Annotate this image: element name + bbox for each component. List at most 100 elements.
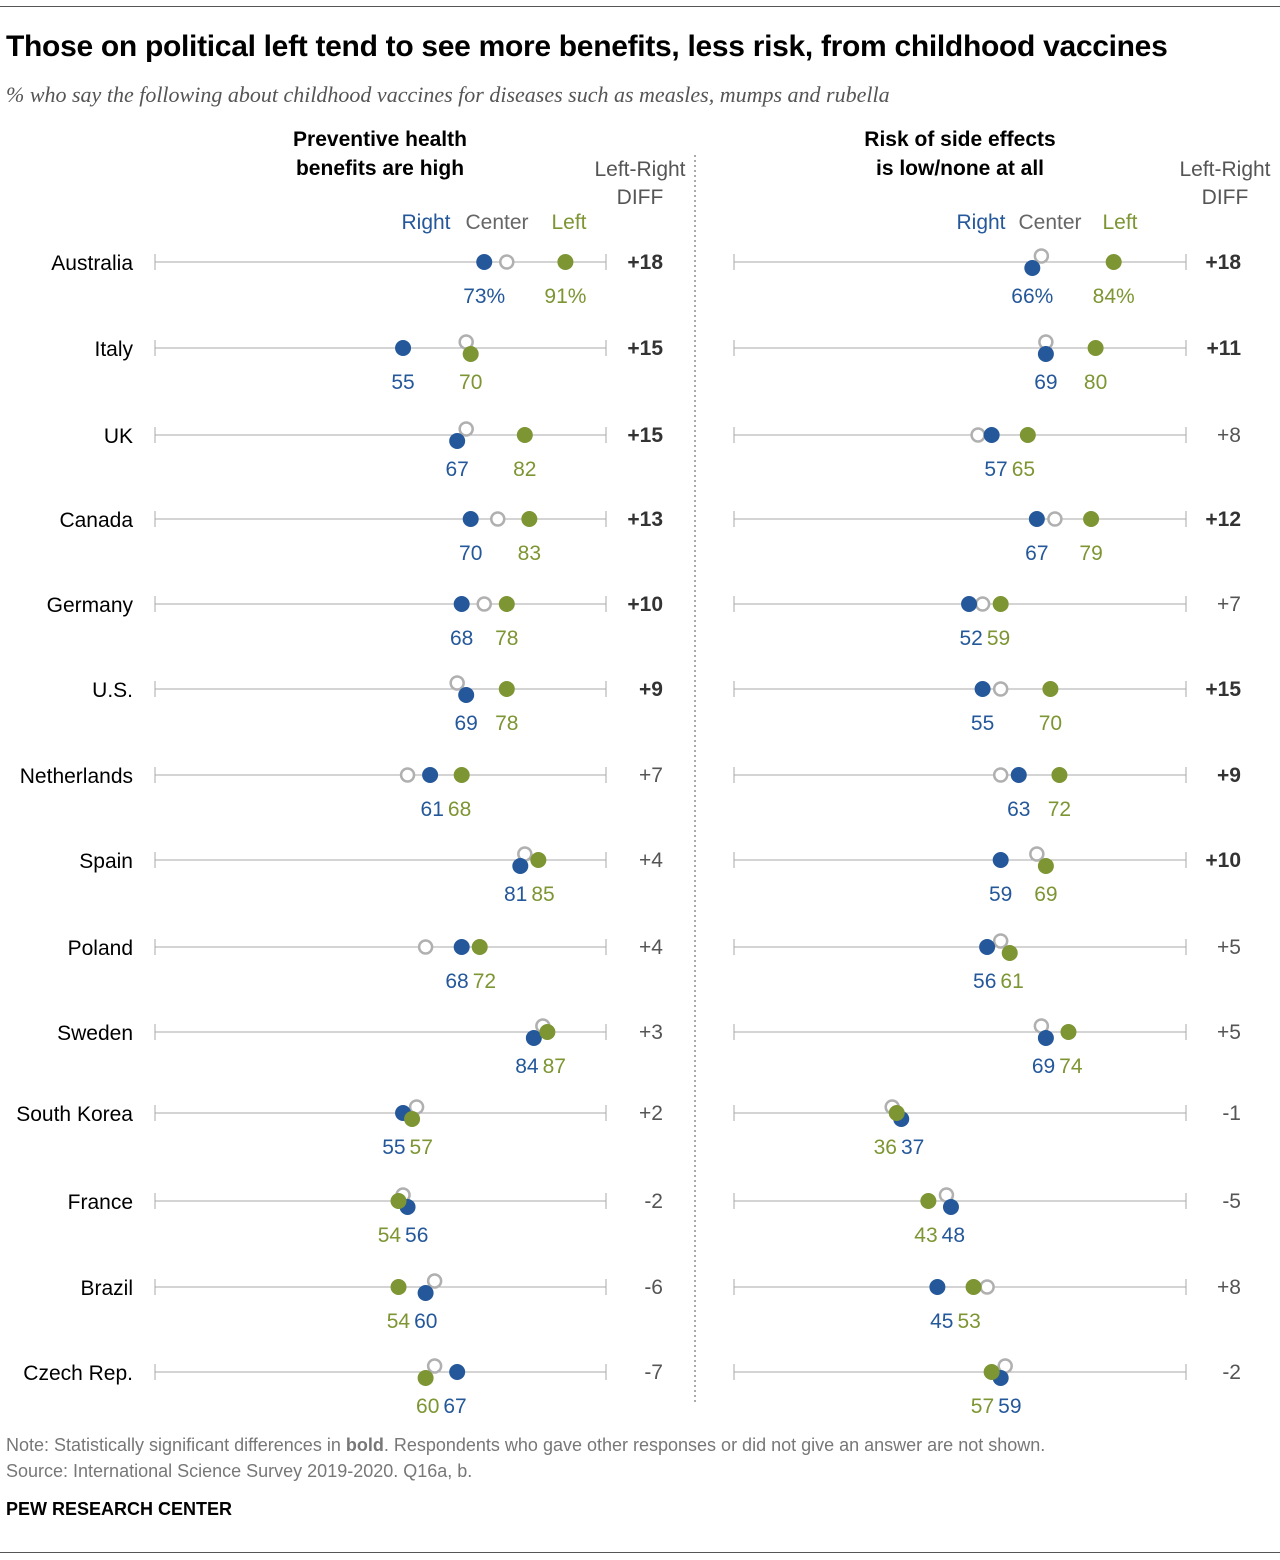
value-label-right: 61	[421, 798, 444, 821]
value-label-right: 59	[998, 1395, 1021, 1418]
dot-center	[499, 254, 515, 270]
dot-left	[1037, 858, 1054, 874]
dot-center	[1029, 846, 1045, 862]
value-label-left: 70	[459, 371, 482, 394]
value-label-left: 36	[874, 1136, 897, 1159]
country-label: France	[68, 1191, 133, 1214]
diff-value: +18	[1205, 251, 1241, 274]
source: Source: International Science Survey 201…	[6, 1461, 473, 1481]
dot-left	[983, 1364, 1000, 1380]
value-label-left: 91%	[544, 285, 586, 308]
diff-value: +15	[627, 424, 663, 447]
legend-right: Right	[401, 211, 450, 234]
diff-value: -2	[644, 1190, 663, 1213]
value-label-right: 69	[1032, 1055, 1055, 1078]
value-label-right: 55	[391, 371, 414, 394]
diff-value: +2	[639, 1102, 663, 1125]
value-label-left: 54	[378, 1224, 402, 1247]
dot-left	[417, 1370, 434, 1386]
dot-center	[490, 511, 506, 527]
dot-center	[458, 421, 474, 437]
dot-right	[942, 1199, 959, 1215]
value-label-left: 84%	[1093, 285, 1135, 308]
dot-right	[462, 511, 479, 527]
dot-left	[390, 1193, 407, 1209]
panel-title: Preventive health	[293, 128, 467, 151]
dot-right	[961, 596, 978, 612]
value-label-right: 70	[459, 542, 482, 565]
dot-left	[992, 596, 1009, 612]
dot-left	[1105, 254, 1122, 270]
note-suffix: . Respondents who gave other responses o…	[383, 1435, 1046, 1455]
dot-center	[476, 596, 492, 612]
dot-right	[476, 254, 493, 270]
country-label: Brazil	[80, 1277, 133, 1300]
dot-left	[1001, 945, 1018, 961]
value-label-right: 60	[414, 1310, 437, 1333]
diff-value: -7	[644, 1361, 663, 1384]
value-label-right: 67	[1025, 542, 1048, 565]
bottom-rule	[0, 1552, 1280, 1553]
dot-left	[516, 427, 533, 443]
country-label: Poland	[68, 937, 133, 960]
value-label-right: 45	[930, 1310, 953, 1333]
value-label-left: 53	[957, 1310, 980, 1333]
country-label: Germany	[47, 594, 134, 617]
value-label-right: 57	[984, 458, 1007, 481]
dot-right	[979, 939, 996, 955]
value-label-left: 70	[1039, 712, 1062, 735]
dot-left	[557, 254, 574, 270]
dot-right	[458, 687, 475, 703]
country-label: Czech Rep.	[23, 1362, 133, 1385]
value-label-left: 82	[513, 458, 536, 481]
country-label: Spain	[79, 850, 133, 873]
dot-right	[992, 852, 1009, 868]
diff-value: +13	[627, 508, 663, 531]
diff-value: +18	[627, 251, 663, 274]
dot-center	[1047, 511, 1063, 527]
dot-right	[1037, 346, 1054, 362]
dot-plot: Preventive health benefits are high Left-R…	[16, 128, 1270, 1418]
dot-left	[1019, 427, 1036, 443]
diff-value: -1	[1222, 1102, 1241, 1125]
value-label-left: 54	[387, 1310, 411, 1333]
dot-left	[1083, 511, 1100, 527]
diff-header: Left-Right	[1179, 158, 1270, 181]
diff-value: +4	[639, 936, 663, 959]
country-label: South Korea	[16, 1103, 133, 1126]
value-label-right: 48	[942, 1224, 965, 1247]
value-label-left: 65	[1012, 458, 1035, 481]
panel-title: benefits are high	[296, 157, 464, 180]
dot-center	[992, 933, 1009, 949]
dot-right	[417, 1285, 434, 1301]
country-label: Canada	[59, 509, 133, 532]
dot-right	[453, 596, 470, 612]
value-label-right: 84	[515, 1055, 539, 1078]
value-label-left: 59	[987, 627, 1010, 650]
value-label-left: 68	[448, 798, 471, 821]
value-label-right: 68	[445, 970, 468, 993]
dot-right	[974, 681, 991, 697]
diff-value: +9	[639, 678, 663, 701]
legend-right: Right	[956, 211, 1005, 234]
diff-value: -5	[1222, 1190, 1241, 1213]
note: Note: Statistically significant differen…	[6, 1435, 1045, 1456]
value-label-right: 69	[455, 712, 478, 735]
diff-value: +7	[639, 764, 663, 787]
value-label-right: 56	[405, 1224, 428, 1247]
value-label-right: 67	[443, 1395, 466, 1418]
value-label-right: 68	[450, 627, 473, 650]
dot-center	[970, 427, 986, 443]
value-label-right: 69	[1034, 371, 1057, 394]
value-label-left: 43	[914, 1224, 937, 1247]
dot-right	[453, 939, 470, 955]
dot-right	[395, 340, 412, 356]
dot-right	[983, 427, 1000, 443]
value-label-right: 55	[971, 712, 994, 735]
dot-center	[449, 675, 465, 691]
value-label-left: 78	[495, 627, 518, 650]
dot-left	[498, 681, 515, 697]
dot-left	[462, 346, 479, 362]
dot-center	[417, 939, 434, 955]
legend-left: Left	[551, 211, 586, 234]
